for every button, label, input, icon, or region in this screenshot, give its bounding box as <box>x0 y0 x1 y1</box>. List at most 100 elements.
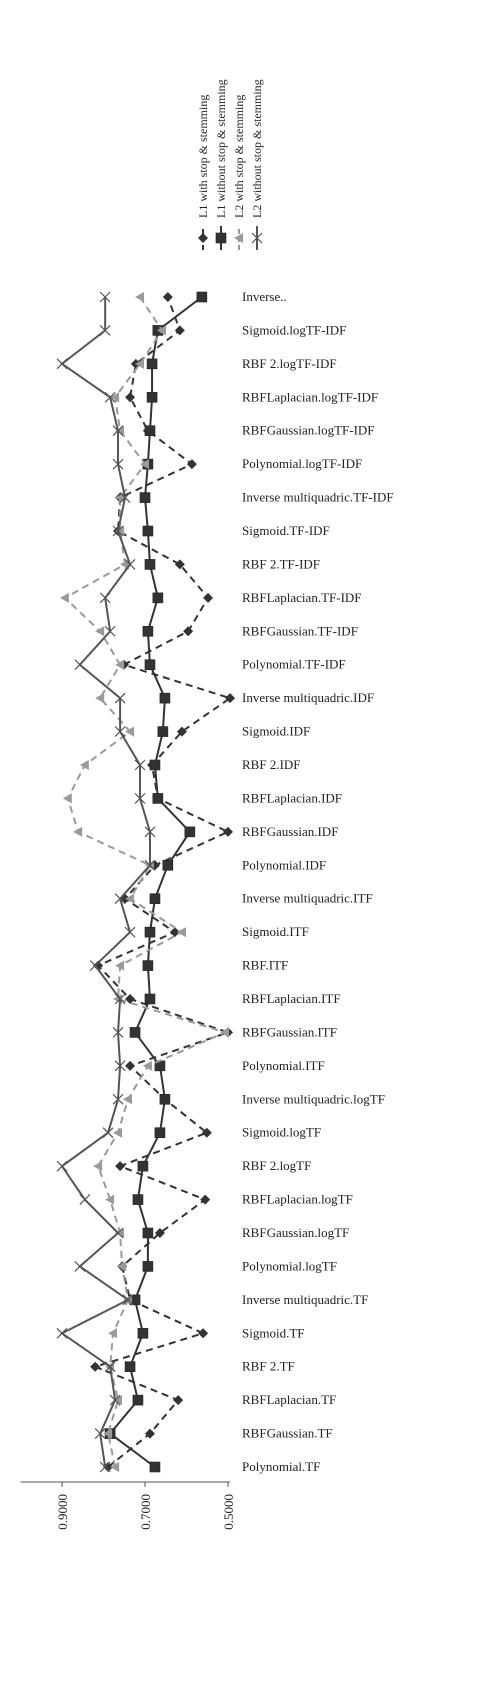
data-point <box>154 1228 165 1238</box>
data-point <box>99 592 111 604</box>
data-point <box>174 325 185 336</box>
legend-marker <box>251 232 263 244</box>
data-point <box>144 425 156 437</box>
data-point <box>108 1328 118 1339</box>
data-point <box>135 358 145 369</box>
data-point <box>122 1094 132 1105</box>
data-point <box>114 893 126 905</box>
data-point <box>174 559 185 570</box>
category-label: Sigmoid.logTF <box>242 1125 321 1140</box>
data-point <box>176 726 187 737</box>
data-point <box>99 1461 111 1473</box>
data-point <box>196 291 208 303</box>
legend-marker <box>198 233 208 243</box>
data-point <box>162 292 173 302</box>
data-point <box>154 1127 166 1139</box>
data-point <box>137 1160 149 1172</box>
data-point <box>114 993 126 1005</box>
data-point <box>112 1227 124 1239</box>
data-point <box>114 1060 126 1072</box>
data-point <box>115 1161 126 1172</box>
category-label: RBFLaplacian.TF-IDF <box>242 590 362 605</box>
data-point <box>134 793 146 804</box>
data-point <box>184 826 196 838</box>
data-point <box>169 927 180 938</box>
data-point <box>137 1327 149 1339</box>
data-point <box>113 1127 123 1138</box>
data-point <box>95 693 105 704</box>
category-label: Inverse multiquadric.TF <box>242 1292 368 1307</box>
data-point <box>122 1294 134 1306</box>
legend-label: L2 without stop & stemming <box>250 79 264 218</box>
data-point <box>115 526 125 536</box>
legend-marker <box>215 232 227 244</box>
data-point <box>56 358 68 370</box>
data-point <box>125 1060 136 1071</box>
data-point <box>102 1127 114 1139</box>
data-point <box>62 793 72 804</box>
category-label: RBFGaussian.logTF-IDF <box>242 423 375 438</box>
category-label: RBF 2.IDF <box>242 757 301 772</box>
category-label: RBFLaplacian.logTF-IDF <box>242 389 378 404</box>
category-label: RBF 2.logTF-IDF <box>242 356 337 371</box>
data-point <box>186 459 197 470</box>
data-point <box>73 826 83 837</box>
category-label: Inverse.. <box>242 289 287 304</box>
data-point <box>144 659 156 671</box>
category-label: RBFGaussian.TF <box>242 1426 333 1441</box>
data-point <box>125 392 136 403</box>
category-label: Sigmoid.TF-IDF <box>242 523 330 538</box>
data-point <box>74 1261 86 1272</box>
data-point <box>176 927 186 938</box>
category-label: RBFGaussian.IDF <box>242 824 338 839</box>
data-point <box>56 1160 68 1172</box>
data-point <box>103 1428 113 1439</box>
data-point <box>144 1428 155 1439</box>
category-label: Inverse multiquadric.ITF <box>242 891 373 906</box>
category-label: RBF 2.logTF <box>242 1158 311 1173</box>
data-point <box>94 1428 106 1439</box>
data-point <box>59 592 69 603</box>
data-point <box>152 793 164 804</box>
data-point <box>125 726 135 737</box>
series-line <box>108 296 203 1468</box>
data-point <box>129 1027 141 1038</box>
data-point <box>115 659 125 670</box>
data-point <box>183 626 194 637</box>
data-point <box>134 759 146 771</box>
data-point <box>115 960 125 971</box>
data-point <box>144 926 156 938</box>
data-point <box>124 1361 136 1373</box>
data-point <box>109 1394 121 1406</box>
data-point <box>159 1093 171 1105</box>
data-point <box>113 1395 123 1406</box>
data-point <box>149 893 161 905</box>
data-point <box>115 1228 125 1238</box>
data-point <box>74 659 86 671</box>
data-point <box>144 859 156 871</box>
x-tick-label: 0.5000 <box>221 1494 236 1530</box>
data-point <box>142 1261 154 1272</box>
data-point <box>144 993 156 1005</box>
legend-label: L2 with stop & stemming <box>232 95 246 218</box>
data-point <box>144 559 156 570</box>
data-point <box>201 1127 212 1138</box>
category-label: Sigmoid.logTF-IDF <box>242 322 346 337</box>
category-label: Sigmoid.TF <box>242 1325 305 1340</box>
data-point <box>99 325 111 336</box>
data-point <box>117 1261 127 1272</box>
data-point <box>93 1161 103 1172</box>
category-label: Sigmoid.IDF <box>242 724 310 739</box>
data-point <box>89 960 101 971</box>
category-label: RBFLaplacian.TF <box>242 1392 336 1407</box>
data-point <box>198 1328 209 1339</box>
data-point <box>90 1361 101 1372</box>
data-point <box>142 1227 154 1239</box>
data-point <box>112 1093 124 1105</box>
data-point <box>125 893 135 904</box>
data-point <box>104 625 116 637</box>
category-label: RBFLaplacian.ITF <box>242 991 341 1006</box>
data-point <box>139 492 151 503</box>
data-point <box>144 826 156 838</box>
data-point <box>220 1027 230 1038</box>
